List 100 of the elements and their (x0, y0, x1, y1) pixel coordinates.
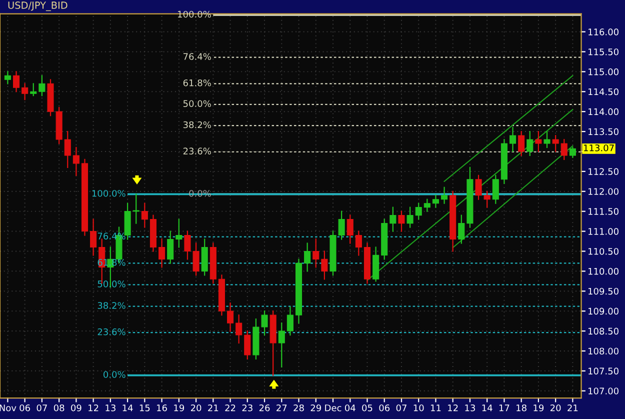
candlestick (227, 302, 234, 332)
annotation: 113.07 (584, 144, 614, 152)
x-tick-label: 16 (157, 404, 167, 412)
x-tick-label: 10 (414, 404, 424, 412)
candlestick (141, 202, 148, 228)
y-tick-label: 109.50 (588, 288, 618, 295)
candlestick (424, 198, 430, 212)
candlestick (278, 322, 285, 368)
annotation: 100.0% (92, 190, 126, 197)
x-tick-label: 06 (379, 404, 390, 412)
x-tick-label: 13 (465, 404, 475, 412)
candlestick (398, 210, 405, 232)
y-tick-label: 111.50 (588, 208, 618, 215)
y-tick-label: 110.50 (588, 248, 618, 255)
candlestick (236, 314, 242, 344)
candlestick (355, 230, 362, 256)
candlestick (509, 126, 516, 152)
y-tick-label: 113.50 (588, 128, 618, 136)
y-tick-label: 108.50 (588, 328, 618, 335)
x-tick-label: 13 (106, 404, 116, 412)
y-tick-label: 107.00 (588, 388, 618, 394)
candlestick (415, 202, 422, 220)
candlestick (64, 130, 71, 168)
x-tick-label: 17 (499, 404, 510, 412)
annotation: 23.6% (98, 328, 126, 336)
candlestick (441, 186, 448, 204)
candlestick (72, 146, 80, 176)
candlestick (244, 330, 251, 360)
x-tick-label: 20 (550, 404, 561, 412)
candlestick (38, 75, 46, 96)
candlestick (312, 238, 320, 268)
candlestick (124, 202, 131, 240)
x-tick-label: 08 (54, 404, 64, 412)
candlestick (569, 146, 576, 158)
chart-title: USD/JPY_BID (8, 2, 68, 12)
y-tick-label: 116.00 (588, 28, 618, 36)
candlestick (346, 214, 354, 244)
candlestick (167, 230, 174, 264)
x-tick-label: 28 (294, 404, 304, 412)
candlestick (286, 306, 294, 336)
y-tick-label: 107.50 (588, 368, 618, 374)
x-tick-label: 12 (448, 404, 458, 412)
x-tick-label: 15 (140, 404, 150, 412)
candlestick (201, 238, 208, 276)
y-tick-label: 115.50 (588, 48, 618, 56)
annotation: 50.0% (183, 100, 211, 108)
candlestick (304, 242, 311, 272)
candlestick (4, 71, 11, 84)
y-tick-label: 115.00 (588, 68, 618, 76)
x-tick-label: 26 (259, 404, 270, 412)
candlestick (432, 194, 439, 208)
candlestick (518, 130, 525, 156)
x-tick-label: 14 (122, 404, 133, 412)
candlestick (544, 130, 550, 148)
x-tick-label: Dec (325, 404, 342, 412)
annotation: 0.0% (104, 371, 126, 378)
x-tick-label: 23 (242, 404, 252, 412)
x-tick-label: 07 (36, 404, 47, 412)
candlestick (12, 71, 20, 92)
y-tick-label: 110.00 (588, 268, 618, 275)
annotation: 23.6% (183, 148, 211, 154)
candlestick (372, 246, 380, 282)
x-tick-label: 19 (534, 404, 544, 412)
x-tick-label: 06 (20, 404, 30, 412)
annotation: 38.2% (98, 302, 126, 309)
candlestick (90, 218, 97, 256)
candlestick (526, 130, 534, 156)
candlestick (390, 206, 396, 232)
x-tick-label: 09 (71, 404, 82, 412)
x-tick-label: 18 (516, 404, 526, 412)
x-tick-label: 29 (310, 404, 321, 412)
candlestick (22, 83, 28, 100)
candlestick (484, 190, 490, 208)
annotation: 61.8% (183, 79, 211, 86)
y-tick-label: 112.50 (588, 168, 618, 175)
y-tick-label: 111.00 (588, 228, 618, 235)
candlestick (560, 138, 568, 160)
x-tick-label: 21 (208, 404, 218, 412)
y-tick-label: 108.00 (588, 348, 618, 355)
x-tick-label: 11 (430, 404, 441, 412)
candlestick (458, 214, 465, 244)
x-tick-label: 27 (276, 404, 287, 412)
candlestick (406, 206, 414, 228)
candlestick (475, 174, 482, 200)
x-tick-label: 22 (225, 404, 236, 412)
annotation: 76.4% (184, 53, 211, 60)
annotation: 0.0% (189, 190, 211, 197)
y-tick-label: 112.00 (588, 188, 618, 195)
candlestick (176, 218, 182, 248)
candlestick (492, 174, 499, 204)
x-tick-label: 12 (88, 404, 98, 412)
x-tick-label: 07 (396, 404, 406, 412)
x-tick-label: 04 (344, 404, 356, 412)
x-tick-label: 21 (568, 404, 578, 412)
candlestick (158, 238, 166, 268)
x-tick-label: 14 (482, 404, 492, 412)
x-tick-label: 20 (190, 404, 202, 412)
candlestick (535, 130, 542, 152)
x-tick-label: 05 (362, 404, 372, 412)
candlestick (132, 194, 140, 224)
